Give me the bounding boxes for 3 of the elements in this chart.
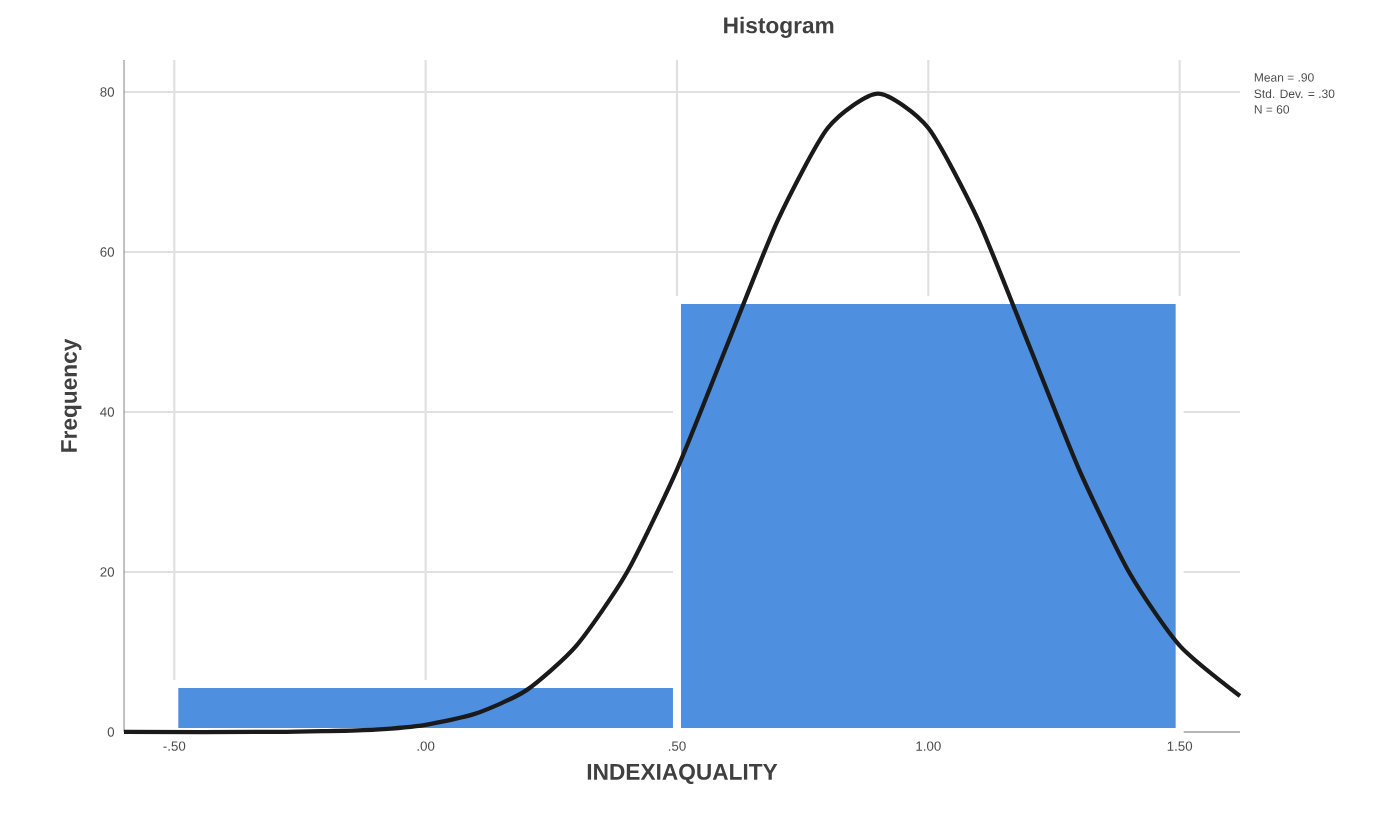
y-axis-title: Frequency: [61, 338, 82, 452]
chart-title: Histogram: [724, 16, 834, 38]
x-axis-title: INDEXIAQUALITY: [587, 763, 778, 785]
